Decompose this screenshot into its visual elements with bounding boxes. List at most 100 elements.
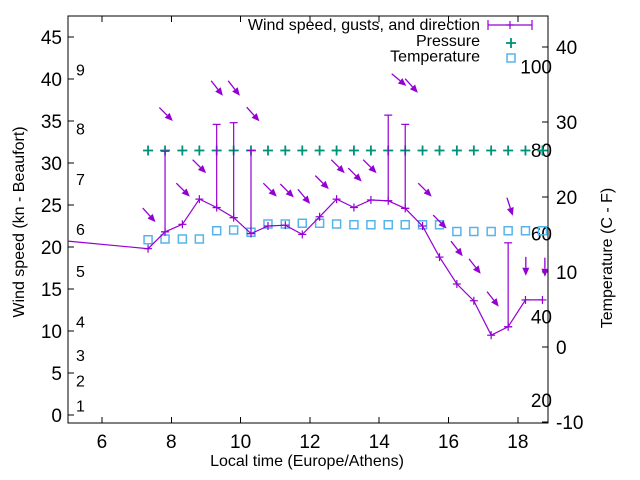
y-left-tick-label: 20	[41, 238, 62, 259]
pressure-series	[143, 145, 548, 156]
y-right-tick-label: 30	[556, 113, 577, 134]
beaufort-scale-label: 9	[76, 63, 85, 80]
temperature-point	[503, 226, 513, 236]
wind-direction-arrow-head	[491, 298, 499, 307]
wind-direction-arrow-shaft	[210, 80, 219, 90]
wind-direction-arrow-head	[215, 87, 223, 96]
temperature-point	[160, 234, 170, 244]
temperature-point	[143, 235, 153, 245]
fahrenheit-scale-label: 40	[531, 308, 552, 329]
temperature-point	[366, 220, 376, 230]
wind-direction-arrow-shaft	[417, 182, 427, 192]
wind-direction-arrow-shaft	[262, 182, 272, 192]
wind-direction-arrow-shaft	[362, 159, 372, 168]
y-right-tick-label: -10	[556, 413, 583, 434]
temperature-point	[297, 218, 308, 229]
wind-direction-arrow-shaft	[192, 159, 201, 168]
wind-direction-arrow-shaft	[404, 78, 413, 88]
legend: Wind speed, gusts, and directionPressure…	[248, 17, 533, 66]
beaufort-scale-label: 5	[76, 264, 85, 281]
wind-direction-arrow-head	[522, 267, 530, 276]
temperature-point	[383, 220, 393, 230]
wind-direction-arrow-shaft	[158, 107, 168, 116]
wind-direction-arrow-shaft	[297, 188, 306, 199]
beaufort-scale-label: 7	[76, 172, 85, 189]
fahrenheit-scale-label: 80	[531, 141, 552, 162]
wind-direction-arrow-head	[285, 189, 294, 198]
temperature-point	[211, 226, 222, 236]
y-right-tick-label: 10	[556, 263, 577, 284]
wind-direction-arrow-head	[473, 265, 481, 274]
temperature-point	[349, 220, 359, 230]
y-left-tick-label: 15	[41, 280, 62, 301]
wind-direction-arrow-head	[353, 173, 362, 182]
y-right-tick-label: 0	[556, 338, 567, 359]
axis-titles: Local time (Europe/Athens) Wind speed (kn…	[11, 126, 616, 470]
temperature-point	[331, 219, 342, 229]
wind-direction-arrow-head	[181, 188, 190, 197]
y-left-tick-label: 25	[41, 196, 62, 217]
fahrenheit-scale-label: 20	[531, 391, 552, 412]
wind-direction-arrow-head	[320, 180, 329, 189]
wind-direction-arrows	[142, 73, 549, 307]
temperature-point	[469, 226, 479, 237]
legend-label-pressure: Pressure	[416, 33, 480, 50]
wind-direction-arrow-shaft	[142, 207, 151, 217]
x-tick-label: 10	[230, 432, 251, 453]
y-right-tick-label: 40	[556, 38, 577, 59]
axes: 6 8 10 12 14 16 18051015202530354045-100102030…	[41, 15, 583, 453]
wind-direction-arrow-head	[507, 207, 514, 216]
wind-direction-arrow-shaft	[314, 175, 324, 184]
temperature-point	[452, 226, 462, 237]
wind-direction-arrow-shaft	[330, 159, 340, 168]
temperature-point	[177, 234, 188, 244]
wind-direction-arrow-shaft	[432, 214, 442, 224]
x-tick-label: 16	[438, 432, 459, 453]
wind-direction-arrow-shaft	[486, 291, 495, 301]
wind-direction-arrow-head	[302, 195, 311, 204]
temperature-point	[228, 225, 239, 235]
wind-speed-series	[67, 114, 547, 340]
wind-direction-arrow-shaft	[246, 106, 255, 116]
wind-direction-arrow-head	[438, 220, 447, 229]
beaufort-scale-label: 1	[76, 399, 85, 416]
x-tick-label: 8	[166, 432, 177, 453]
y-left-tick-label: 45	[41, 28, 62, 49]
y-left-tick-label: 35	[41, 112, 62, 133]
wind-direction-arrow-shaft	[347, 167, 357, 177]
legend-sample-temperature-point	[506, 53, 516, 63]
x-tick-label: 6	[97, 432, 108, 453]
beaufort-scale-label: 6	[76, 222, 85, 239]
beaufort-scale-label: 3	[76, 348, 85, 365]
y-left-axis-title: Wind speed (kn - Beaufort)	[11, 126, 28, 317]
wind-direction-arrow-head	[147, 213, 156, 223]
y-right-axis-title: Temperature (C - F)	[599, 188, 616, 328]
y-left-tick-label: 30	[41, 154, 62, 175]
temperature-point	[400, 220, 410, 230]
wind-direction-arrow-head	[197, 165, 207, 174]
wind-direction-arrow-head	[268, 188, 277, 197]
y-right-tick-label: 20	[556, 188, 577, 209]
wind-direction-arrow-head	[409, 84, 418, 93]
wind-direction-arrow-head	[455, 247, 463, 257]
wind-direction-arrow-head	[368, 165, 377, 174]
y-left-tick-label: 10	[41, 322, 62, 343]
wind-direction-arrow-head	[251, 113, 260, 122]
temperature-point	[486, 226, 496, 237]
beaufort-scale-label: 8	[76, 121, 85, 138]
x-tick-label: 14	[369, 432, 391, 453]
legend-label-temperature: Temperature	[390, 49, 480, 66]
legend-label-wind: Wind speed, gusts, and direction	[248, 17, 480, 34]
x-tick-label: 12	[299, 432, 320, 453]
wind-direction-arrow-shaft	[175, 182, 185, 192]
y-left-tick-label: 0	[51, 406, 62, 427]
x-axis-title: Local time (Europe/Athens)	[210, 453, 404, 470]
wind-direction-arrow-head	[423, 188, 432, 197]
wind-direction-arrow-shaft	[227, 80, 236, 90]
wind-direction-arrow-shaft	[468, 258, 477, 268]
wind-direction-arrow-head	[541, 268, 549, 277]
wind-direction-arrow-head	[336, 165, 345, 174]
temperature-series	[143, 218, 548, 245]
